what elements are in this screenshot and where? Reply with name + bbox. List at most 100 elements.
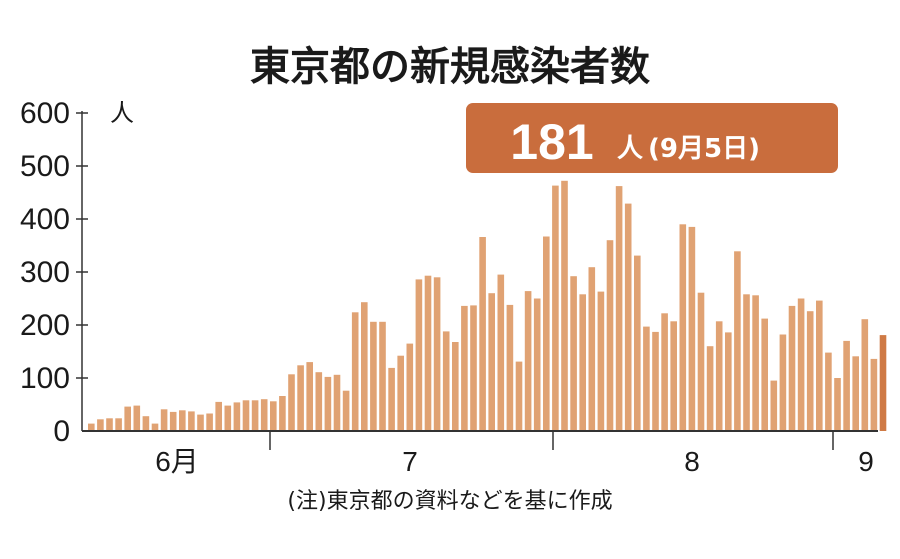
bar: [470, 305, 477, 431]
bar: [342, 390, 350, 431]
bar: [688, 226, 696, 431]
bar: [670, 321, 677, 431]
bar: [333, 374, 341, 431]
bar: [188, 411, 195, 431]
bar: [133, 405, 141, 431]
bar: [843, 340, 850, 431]
bar: [761, 318, 768, 431]
bar: [879, 335, 887, 431]
y-tick-label: 300: [20, 256, 70, 289]
bar: [825, 352, 832, 431]
bar: [279, 396, 286, 431]
bar: [306, 362, 313, 431]
bar: [588, 267, 596, 431]
highlight-callout: 181 人 (9月5日): [466, 103, 838, 173]
bar: [652, 331, 659, 431]
bar: [351, 312, 359, 431]
bar: [379, 321, 386, 431]
bar: [706, 346, 714, 431]
bar: [433, 277, 441, 431]
y-axis-unit: 人: [110, 99, 134, 127]
callout-unit: 人: [617, 134, 643, 164]
bar: [97, 419, 104, 431]
y-tick-label: 0: [53, 415, 70, 448]
y-tick-label: 500: [20, 150, 70, 183]
bar: [88, 423, 95, 431]
bar: [597, 291, 605, 431]
bar: [524, 291, 532, 431]
bar: [606, 240, 614, 431]
x-axis: 6月 7 8 9: [155, 431, 874, 477]
bar: [797, 298, 805, 431]
bar: [488, 293, 495, 431]
bar: [179, 410, 186, 431]
bar: [442, 331, 450, 431]
bar: [370, 321, 377, 431]
bar: [506, 304, 514, 431]
month-label: 8: [684, 446, 700, 477]
bar: [397, 355, 404, 431]
bar: [852, 356, 859, 431]
bar: [779, 334, 787, 431]
bar: [142, 416, 150, 431]
bar: [406, 343, 414, 431]
bar: [870, 358, 878, 431]
bar: [515, 361, 523, 431]
bar: [270, 401, 277, 431]
bar: [679, 224, 687, 431]
bar: [816, 300, 823, 431]
bar: [452, 342, 459, 431]
bar: [634, 255, 641, 431]
bar: [624, 203, 632, 431]
callout-date: (9月5日): [648, 134, 760, 164]
bar: [643, 326, 650, 431]
bar: [725, 332, 732, 431]
bar: [115, 418, 122, 431]
bar: [324, 376, 332, 431]
bar: [233, 402, 241, 431]
source-note: (注)東京都の資料などを基に作成: [287, 489, 612, 514]
bar: [260, 399, 268, 431]
bar: [461, 305, 468, 431]
bar: [715, 321, 723, 431]
month-label: 7: [402, 446, 418, 477]
bar: [124, 406, 131, 431]
bar: [106, 418, 113, 431]
bar: [242, 400, 250, 431]
y-tick-label: 400: [20, 203, 70, 236]
month-label: 6月: [155, 446, 199, 477]
bar: [215, 401, 222, 431]
bar: [251, 400, 259, 431]
callout-box: [466, 103, 838, 173]
bar: [151, 423, 159, 431]
bar: [806, 311, 814, 431]
bar: [424, 275, 432, 431]
bar: [533, 298, 541, 431]
bar: [160, 409, 168, 431]
bar: [361, 302, 368, 431]
bar: [169, 411, 177, 431]
bar: [579, 294, 586, 431]
bar: [479, 237, 486, 431]
bar: [570, 276, 577, 431]
bar: [315, 372, 323, 431]
bar: [497, 274, 505, 431]
chart-title: 東京都の新規感染者数: [250, 44, 650, 90]
bar: [297, 365, 304, 431]
bar: [697, 292, 705, 431]
bar: [561, 180, 568, 431]
bars-group: [88, 180, 887, 431]
bar: [543, 236, 550, 431]
callout-value: 181: [510, 114, 593, 170]
bar: [197, 414, 204, 431]
bar: [552, 185, 559, 431]
bar: [415, 279, 423, 431]
bar: [661, 313, 668, 431]
bar: [743, 294, 750, 431]
y-tick-label: 200: [20, 309, 70, 342]
y-axis: 600 500 400 300 200 100 0: [20, 97, 88, 448]
bar: [752, 295, 759, 431]
bar: [206, 413, 213, 431]
